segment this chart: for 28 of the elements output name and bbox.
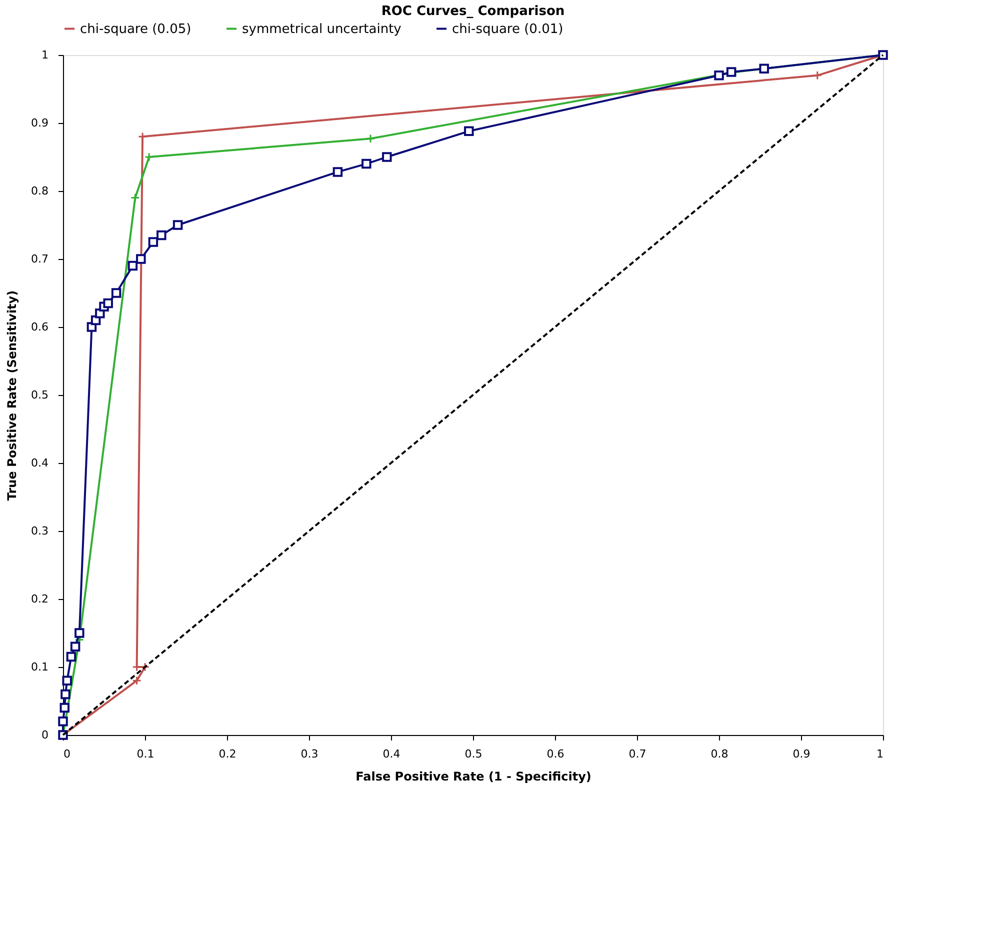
- x-tick-label: 0.2: [218, 748, 236, 760]
- x-tick-label: 0: [64, 748, 70, 760]
- x-tick-label: 0.1: [136, 748, 154, 760]
- y-tick-label: 0.8: [31, 184, 48, 198]
- y-tick-label: 0.5: [31, 388, 48, 402]
- x-tick-label: 0.6: [546, 748, 564, 760]
- y-tick-label: 0.4: [31, 456, 48, 470]
- y-tick-label: 0.6: [31, 320, 48, 334]
- y-axis-title: True Positive Rate (Sensitivity): [5, 290, 20, 501]
- legend-label: chi-square (0.05): [80, 22, 192, 37]
- y-tick-label: 0: [42, 728, 48, 742]
- chart-title: ROC Curves_ Comparison: [381, 4, 565, 19]
- x-tick-label: 0.3: [300, 748, 318, 760]
- x-tick-label: 0.4: [382, 748, 400, 760]
- y-tick-label: 0.1: [31, 660, 48, 674]
- y-tick-label: 0.3: [31, 524, 48, 538]
- y-tick-label: 1: [42, 48, 48, 62]
- y-tick-label: 0.9: [31, 116, 48, 130]
- legend-label: symmetrical uncertainty: [242, 22, 402, 37]
- y-tick-label: 0.2: [31, 592, 48, 606]
- x-tick-label: 0.9: [792, 748, 810, 760]
- x-tick-label: 0.7: [628, 748, 646, 760]
- x-axis-title: False Positive Rate (1 - Specificity): [356, 770, 592, 784]
- x-tick-label: 0.5: [464, 748, 482, 760]
- x-tick-label: 1: [876, 748, 884, 760]
- x-tick-label: 0.8: [710, 748, 728, 760]
- y-tick-label: 0.7: [31, 252, 48, 266]
- legend-label: chi-square (0.01): [452, 22, 564, 37]
